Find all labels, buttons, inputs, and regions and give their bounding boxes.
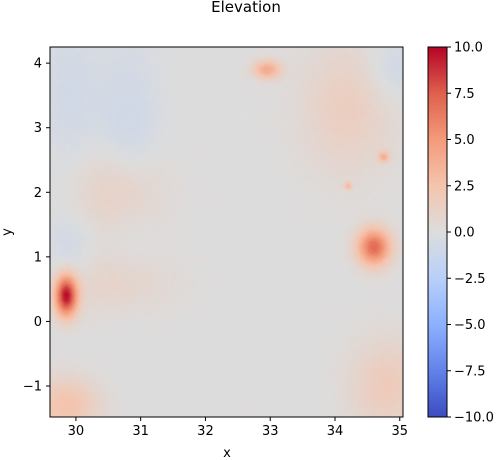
colorbar-gradient [428,47,447,417]
colorbar-tick-label: −10.0 [454,411,494,426]
x-axis-label: x [223,446,231,460]
colorbar-tick-label: −5.0 [454,318,486,333]
y-tick-label: 0 [34,315,42,330]
colorbar-tick-label: 2.5 [454,179,475,194]
y-tick-label: 2 [34,186,42,201]
x-axis: 30 31 32 33 34 35 [68,417,408,439]
chart-title: Elevation [211,0,281,16]
y-tick-label: 1 [34,250,42,265]
y-tick-label: 4 [34,57,42,72]
x-tick-label: 35 [391,424,408,439]
colorbar-tick-label: 0.0 [454,226,475,241]
colorbar-tick-label: 7.5 [454,87,475,102]
heatmap [50,47,403,417]
colorbar-ticks: 10.0 7.5 5.0 2.5 0.0 −2.5 −5.0 −7.5 −10.0 [447,41,494,426]
y-tick-label: 3 [34,121,42,136]
plot-area [49,46,404,418]
colorbar-tick-label: −2.5 [454,272,486,287]
y-tick-label: −1 [23,380,42,395]
x-tick-label: 31 [132,424,149,439]
colorbar-tick-label: 10.0 [454,41,483,56]
y-axis-label: y [0,228,15,236]
colorbar-tick-label: 5.0 [454,133,475,148]
x-tick-label: 33 [262,424,279,439]
plot-frame [49,46,404,418]
x-tick-label: 32 [197,424,214,439]
y-axis: −1 0 1 2 3 4 [23,57,50,395]
x-tick-label: 34 [327,424,344,439]
x-tick-label: 30 [68,424,85,439]
colorbar-tick-label: −7.5 [454,364,486,379]
colorbar: 10.0 7.5 5.0 2.5 0.0 −2.5 −5.0 −7.5 −10.0 [427,41,494,426]
